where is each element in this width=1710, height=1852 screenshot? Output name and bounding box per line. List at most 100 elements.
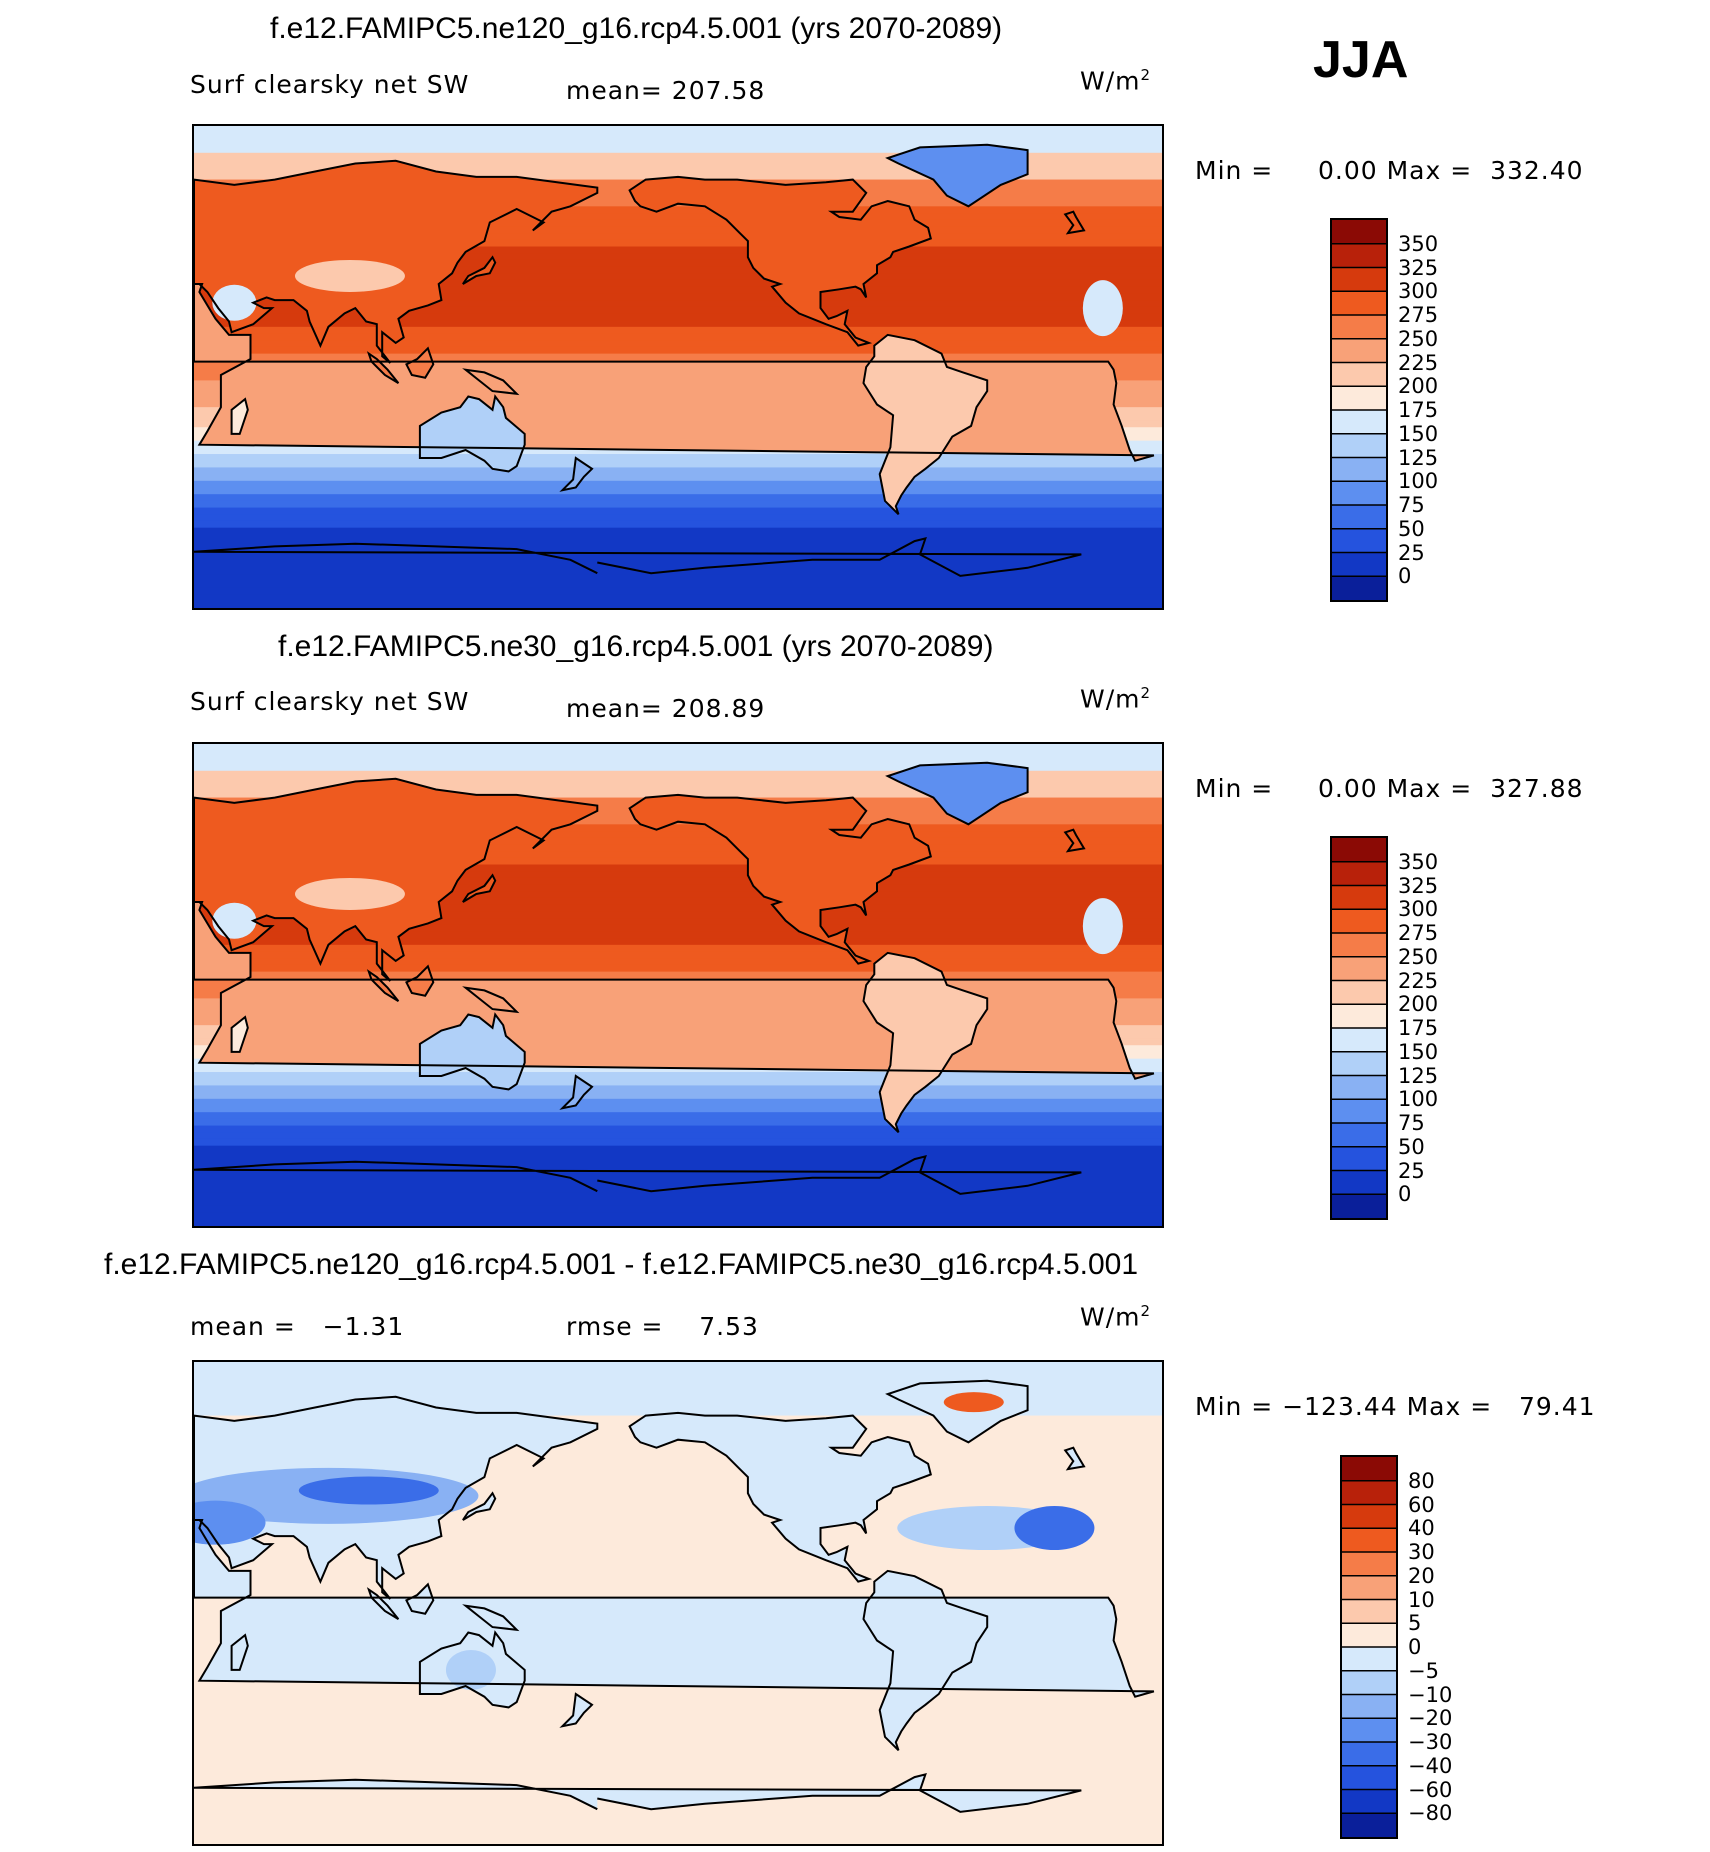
- colorbar-swatch: [1332, 1051, 1386, 1076]
- land-fill-eurasia: [194, 778, 598, 981]
- colorbar-swatch: [1332, 909, 1386, 934]
- colorbar-swatch: [1332, 1004, 1386, 1029]
- field-band: [194, 581, 1162, 589]
- field-band: [194, 837, 1162, 846]
- colorbar-swatch: [1332, 980, 1386, 1005]
- colorbar-tick-label: 275: [1398, 921, 1439, 945]
- land-fill-newguinea: [465, 369, 517, 394]
- coastline-sumatra: [366, 969, 400, 1002]
- land-fill-greenland: [887, 762, 1028, 825]
- colorbar-swatch: [1342, 1647, 1396, 1672]
- colorbar-svg: [1332, 838, 1386, 1218]
- colorbar-swatch: [1332, 552, 1386, 577]
- field-band: [194, 770, 1162, 779]
- coastline-madagascar: [230, 397, 249, 435]
- field-band: [194, 891, 1162, 899]
- field-band: [194, 286, 1162, 294]
- colorbar-swatch: [1332, 956, 1386, 981]
- coastline-newzealand: [559, 1074, 594, 1110]
- field-band: [194, 253, 1162, 261]
- colorbar-tick-label: −20: [1408, 1706, 1453, 1731]
- colorbar-tick-label: 25: [1398, 540, 1425, 565]
- field-band: [194, 884, 1162, 892]
- field-band: [194, 293, 1162, 301]
- colorbar-swatch: [1332, 885, 1386, 910]
- field-band: [194, 152, 1162, 161]
- field-band: [194, 1132, 1162, 1140]
- colorbar-swatch: [1342, 1599, 1396, 1624]
- field-band: [194, 1165, 1162, 1174]
- diff-greenland-edge: [943, 1392, 1004, 1413]
- colorbar-tick-label: 250: [1398, 326, 1439, 351]
- colorbar-swatch: [1332, 576, 1386, 600]
- field-band: [194, 534, 1162, 542]
- colorbar-swatch: [1342, 1457, 1396, 1482]
- diff-westafrica-patch: [1014, 1506, 1095, 1551]
- field-band: [194, 1072, 1162, 1080]
- field-band: [194, 1192, 1162, 1200]
- field-band: [194, 547, 1162, 556]
- colorbar-swatch: [1342, 1504, 1396, 1529]
- field-band: [194, 139, 1162, 147]
- colorbar-tick-label: 300: [1398, 897, 1439, 922]
- diff-asia-core: [298, 1476, 439, 1505]
- colorbar-swatch: [1342, 1789, 1396, 1814]
- colorbar-tick-label: 100: [1398, 469, 1439, 494]
- panel-2-units: W/m2: [1080, 684, 1152, 714]
- colorbar-tick-label: 200: [1398, 992, 1439, 1017]
- field-band: [194, 1199, 1162, 1207]
- panel-3-colorbar: [1340, 1455, 1398, 1839]
- field-band: [194, 500, 1162, 509]
- colorbar-tick-label: −40: [1408, 1753, 1453, 1778]
- colorbar-swatch: [1332, 1170, 1386, 1195]
- field-band: [194, 1138, 1162, 1147]
- panel-3-units: W/m2: [1080, 1302, 1152, 1332]
- field-band: [194, 574, 1162, 582]
- coastline-antarctica: [194, 1772, 1082, 1813]
- field-band: [194, 1219, 1162, 1226]
- field-band: [194, 824, 1162, 832]
- coastline-samerica: [862, 951, 989, 1134]
- arabia-patch: [212, 902, 257, 939]
- field-band: [194, 266, 1162, 274]
- coastline-madagascar: [230, 1633, 249, 1671]
- panel-2-colorbar: [1330, 836, 1388, 1220]
- colorbar-swatch: [1332, 315, 1386, 340]
- panel-3-minmax: Min = −123.44 Max = 79.41: [1195, 1392, 1596, 1421]
- field-band: [194, 1212, 1162, 1220]
- coastline-antarctica: [194, 536, 1082, 577]
- colorbar-swatch: [1332, 362, 1386, 387]
- field-band: [194, 877, 1162, 886]
- panel-2-mean-label: mean= 208.89: [566, 694, 766, 723]
- colorbar-tick-label: 350: [1398, 849, 1439, 874]
- field-band: [194, 474, 1162, 482]
- field-band: [194, 924, 1162, 933]
- coastline-australia: [418, 394, 526, 473]
- field-band: [194, 353, 1162, 361]
- diff-australia-patch: [445, 1649, 496, 1690]
- colorbar-tick-label: 0: [1398, 1182, 1412, 1207]
- diff-land-britain: [1065, 1447, 1084, 1470]
- colorbar-swatch: [1332, 1123, 1386, 1148]
- sahara-patch: [1082, 280, 1123, 337]
- field-band: [194, 897, 1162, 906]
- field-band: [194, 764, 1162, 772]
- field-band: [194, 346, 1162, 355]
- colorbar-swatch: [1332, 528, 1386, 553]
- colorbar-tick-label: 175: [1398, 398, 1439, 422]
- field-band: [194, 1159, 1162, 1167]
- field-band: [194, 1205, 1162, 1214]
- panel-2-minmax: Min = 0.00 Max = 327.88: [1195, 774, 1584, 803]
- map-svg: [194, 744, 1162, 1226]
- colorbar-tick-label: 225: [1398, 968, 1439, 993]
- land-fill-britain: [1065, 829, 1084, 852]
- colorbar-swatch: [1342, 1742, 1396, 1767]
- coastline-borneo: [405, 346, 435, 379]
- field-band: [194, 744, 1162, 752]
- diff-land-newzealand: [562, 1694, 592, 1727]
- panel-3-rmse-label: rmse = 7.53: [566, 1312, 759, 1341]
- sahara-patch: [1082, 898, 1123, 955]
- colorbar-swatch: [1332, 1146, 1386, 1171]
- panel-2-title: f.e12.FAMIPC5.ne30_g16.rcp4.5.001 (yrs 2…: [278, 630, 994, 663]
- colorbar-swatch: [1342, 1623, 1396, 1648]
